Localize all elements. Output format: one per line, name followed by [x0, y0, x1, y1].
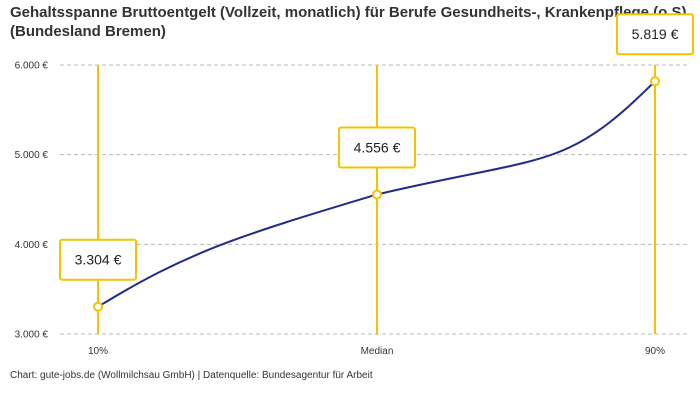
value-callout-box: [616, 13, 694, 56]
value-label: 5.819 €: [632, 26, 679, 42]
chart-title: Gehaltsspanne Bruttoentgelt (Vollzeit, m…: [10, 4, 687, 40]
y-tick-label: 4.000 €: [15, 240, 49, 251]
y-tick-label: 6.000 €: [15, 61, 49, 72]
value-label: 3.304 €: [75, 252, 122, 268]
value-callout-box: [338, 126, 416, 169]
x-tick-label: 10%: [88, 346, 108, 357]
data-point: [372, 189, 382, 200]
value-callout-box: [59, 238, 137, 281]
x-tick-label: 90%: [645, 346, 665, 357]
x-tick-label: Median: [361, 346, 394, 357]
y-tick-label: 5.000 €: [15, 150, 49, 161]
y-tick-label: 3.000 €: [15, 330, 49, 341]
value-label: 4.556 €: [354, 139, 401, 155]
chart-source-footer: Chart: gute-jobs.de (Wollmilchsau GmbH) …: [10, 370, 373, 381]
data-point: [93, 301, 103, 312]
data-point: [650, 76, 660, 87]
